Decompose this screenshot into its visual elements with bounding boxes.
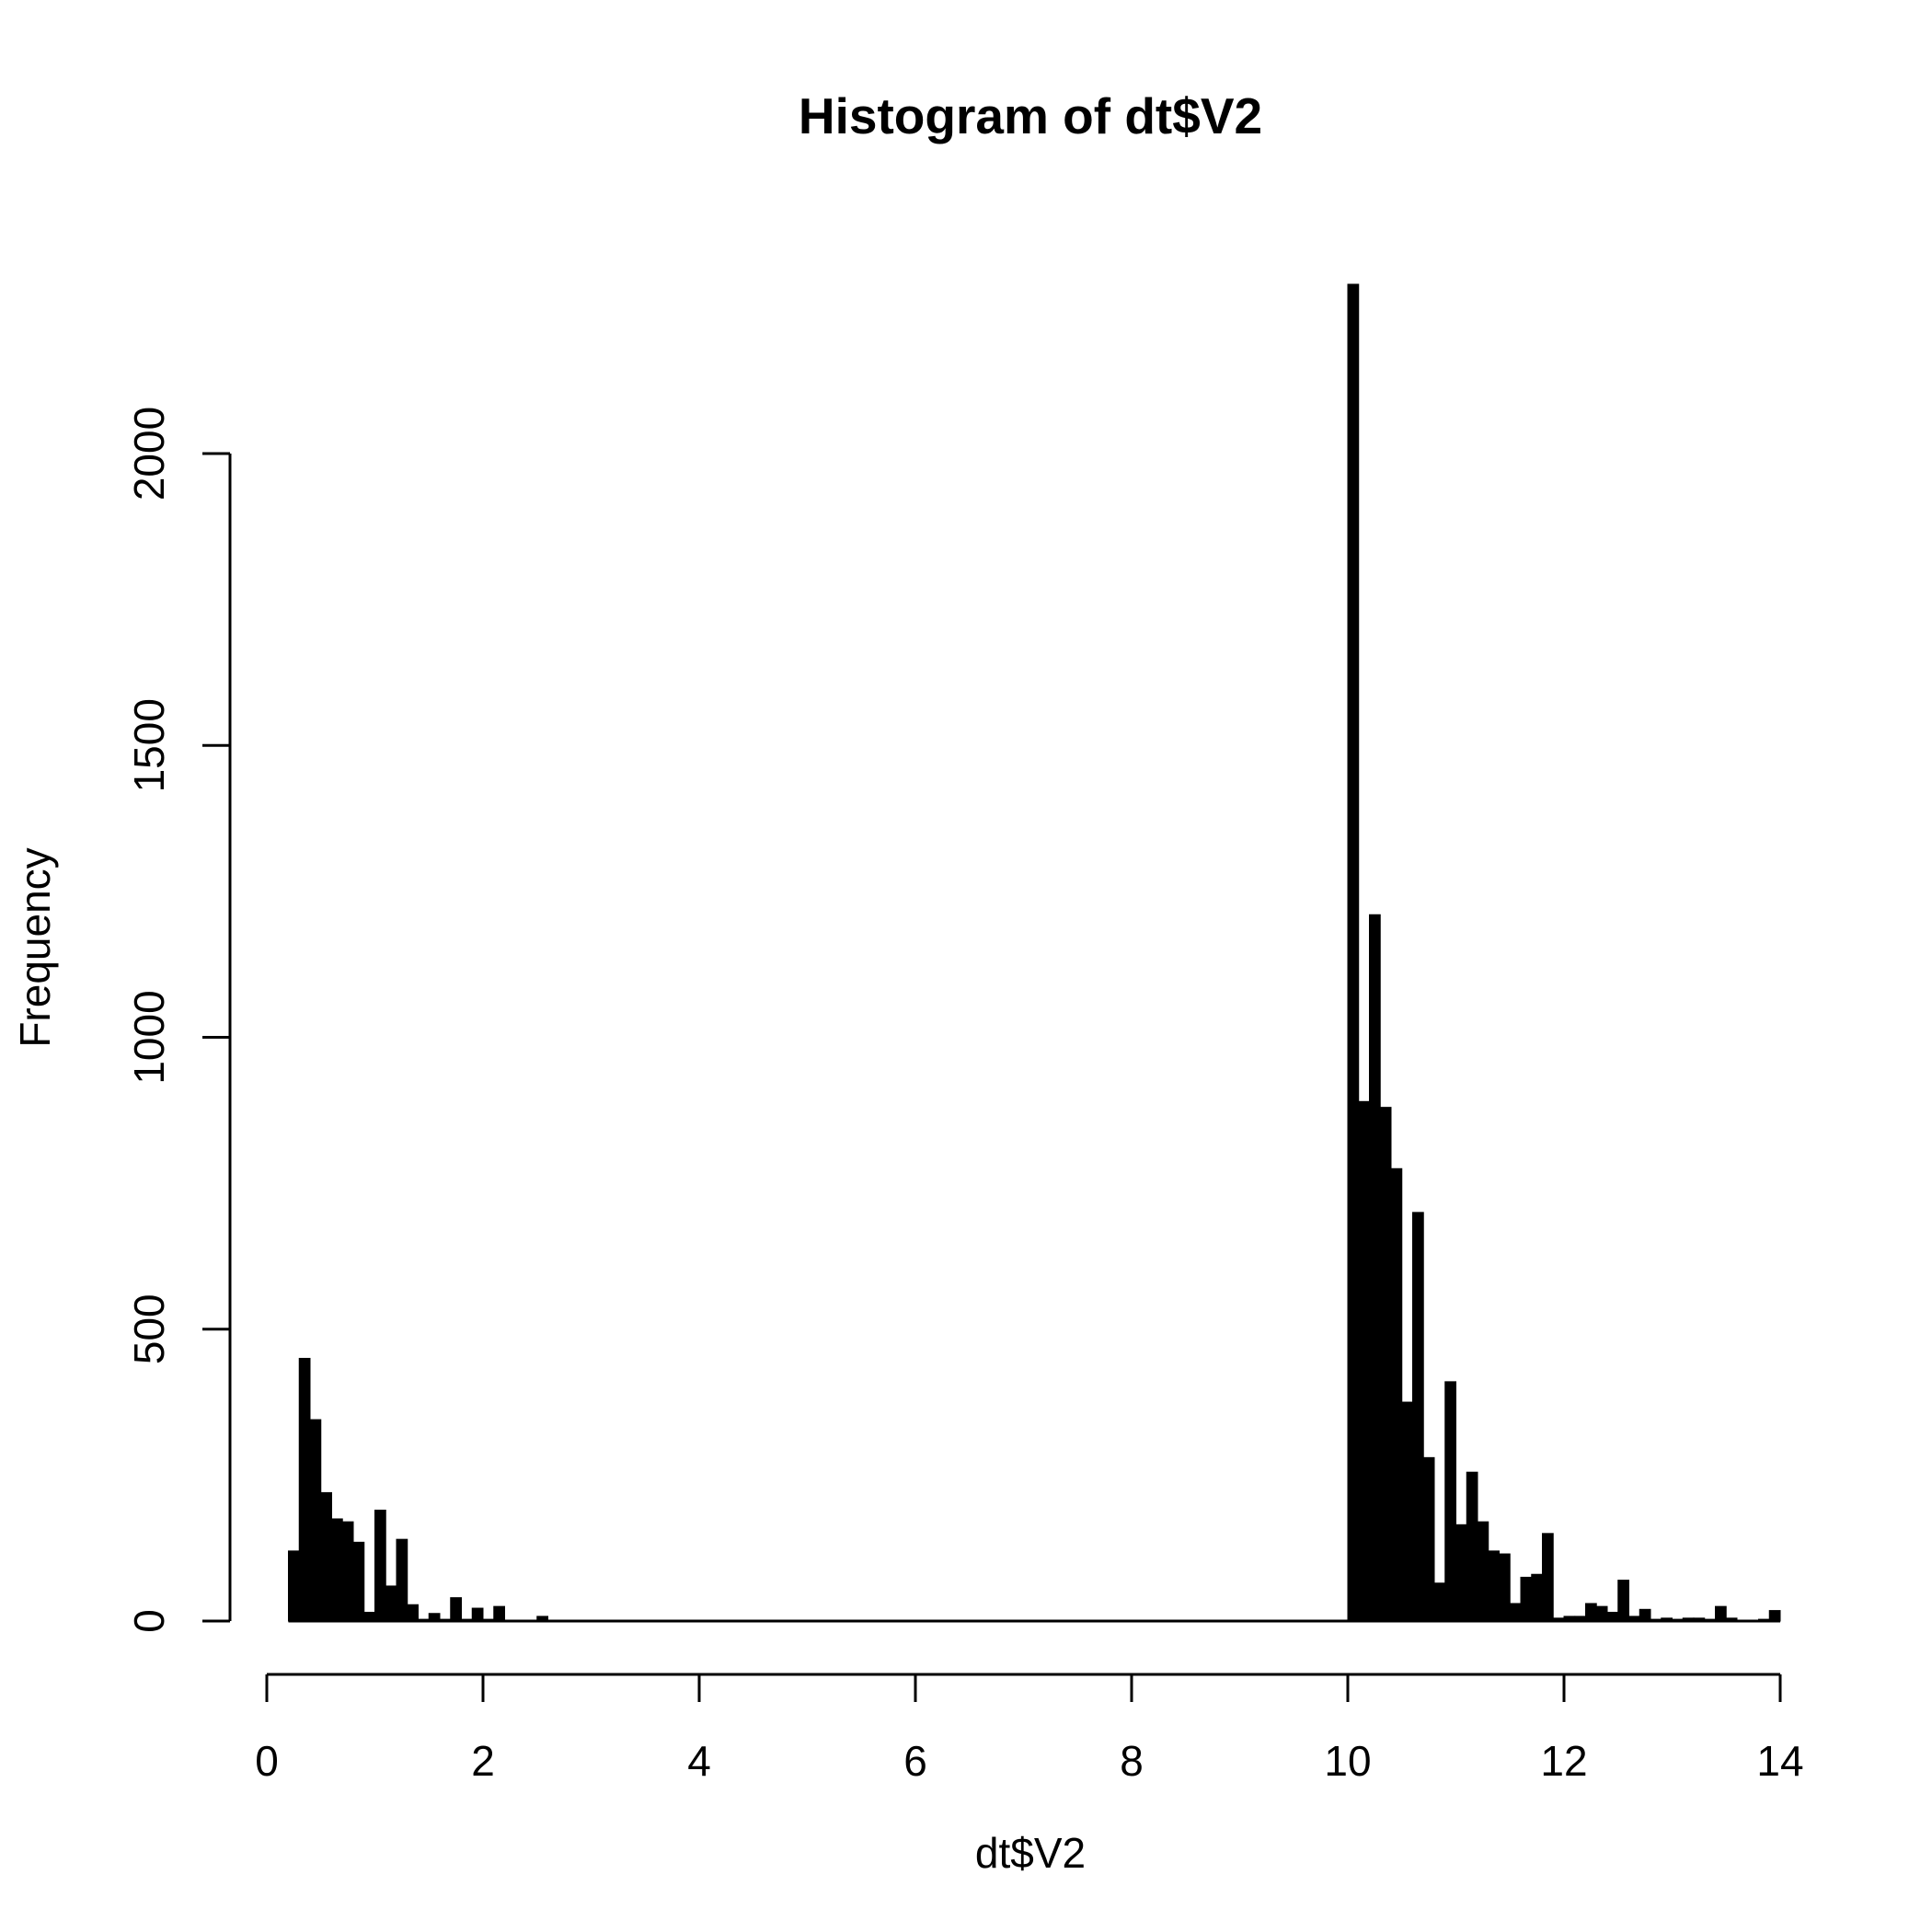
histogram-bar <box>331 1518 343 1622</box>
histogram-bar <box>1358 1100 1370 1622</box>
histogram-bar <box>1768 1610 1781 1622</box>
chart-title: Histogram of dt$V2 <box>799 87 1262 144</box>
histogram-bar <box>1412 1212 1424 1622</box>
histogram-bar <box>1531 1573 1543 1622</box>
histogram-bar <box>309 1419 322 1622</box>
histogram-bar <box>341 1521 354 1622</box>
x-tick-label: 2 <box>471 1737 495 1785</box>
histogram-bar <box>288 1550 300 1622</box>
y-tick-label: 1500 <box>125 698 173 792</box>
histogram-bar <box>407 1604 419 1622</box>
y-axis-label: Frequency <box>11 847 59 1047</box>
histogram-bar <box>1488 1550 1500 1622</box>
histogram-bar <box>385 1585 397 1622</box>
x-tick-label: 12 <box>1540 1737 1587 1785</box>
histogram-bar <box>1369 914 1381 1622</box>
y-tick-label: 1000 <box>125 990 173 1084</box>
y-tick-label: 0 <box>125 1609 173 1633</box>
histogram-bar <box>352 1541 365 1622</box>
histogram-bar <box>1401 1401 1413 1622</box>
histogram-bar <box>1455 1524 1467 1622</box>
x-axis: 0 2 4 6 8 10 12 14 <box>255 1673 1804 1785</box>
histogram-bar <box>450 1597 462 1622</box>
histogram-bar <box>1639 1608 1651 1622</box>
histogram-bar <box>1595 1605 1608 1622</box>
x-tick-label: 10 <box>1324 1737 1371 1785</box>
histogram-bar <box>1509 1603 1522 1622</box>
histogram-bar <box>1379 1107 1392 1622</box>
histogram-bar <box>1585 1603 1597 1622</box>
histogram-bar <box>1715 1605 1727 1622</box>
histogram-bar <box>493 1605 505 1622</box>
histogram-bar <box>298 1357 311 1622</box>
histogram-bar <box>471 1607 484 1622</box>
histogram-bar <box>1617 1580 1629 1622</box>
x-tick-label: 4 <box>687 1737 711 1785</box>
histogram-bar <box>1520 1576 1533 1622</box>
histogram-bar <box>1466 1471 1478 1622</box>
histogram-bar <box>320 1491 332 1622</box>
y-tick-label: 500 <box>125 1294 173 1364</box>
histogram-bar <box>1422 1456 1435 1622</box>
x-tick-label: 6 <box>903 1737 927 1785</box>
bars-group <box>288 283 1781 1622</box>
histogram-bar <box>1390 1167 1403 1622</box>
histogram-bar <box>1433 1582 1446 1622</box>
y-tick-label: 2000 <box>125 407 173 500</box>
histogram-bar <box>1347 283 1360 1622</box>
x-tick-label: 14 <box>1756 1737 1803 1785</box>
x-tick-label: 0 <box>255 1737 279 1785</box>
histogram-bar <box>1444 1381 1456 1622</box>
histogram-bar <box>374 1509 386 1622</box>
y-axis: 0 500 1000 1500 2000 <box>125 407 232 1633</box>
histogram-bar <box>1542 1533 1554 1622</box>
histogram-bar <box>1499 1553 1511 1622</box>
x-tick-label: 8 <box>1120 1737 1144 1785</box>
histogram-bar <box>1477 1521 1489 1622</box>
histogram-bar <box>396 1538 408 1622</box>
x-axis-label: dt$V2 <box>975 1829 1086 1877</box>
